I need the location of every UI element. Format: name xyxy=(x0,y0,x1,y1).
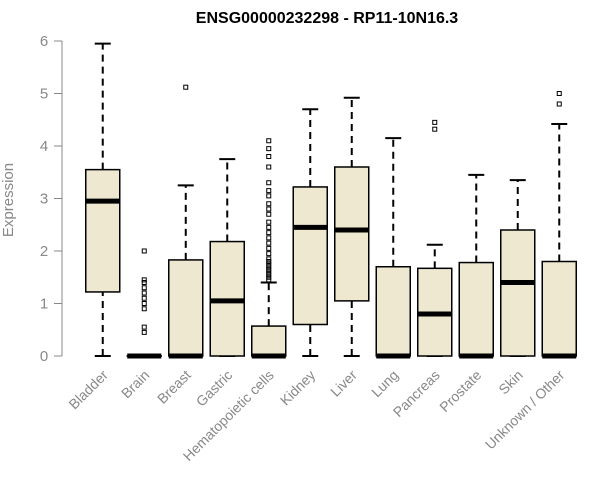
boxes-group xyxy=(85,42,577,359)
outlier-point xyxy=(266,274,272,280)
y-tick-label: 6 xyxy=(40,33,48,50)
x-tick-label: Unknown / Other xyxy=(482,367,568,453)
outlier-point xyxy=(266,251,272,257)
box-liver xyxy=(334,96,370,357)
box-breast xyxy=(168,84,204,359)
box-lung xyxy=(375,137,411,359)
x-tick-label: Breast xyxy=(154,367,194,407)
outlier-point xyxy=(266,206,272,212)
x-tick-label: Liver xyxy=(327,367,360,400)
box-iqr xyxy=(292,186,328,326)
outlier-point xyxy=(266,188,272,194)
outlier-point xyxy=(266,211,272,217)
outlier-point xyxy=(266,240,272,246)
outlier-point xyxy=(141,290,147,296)
outlier-point xyxy=(266,219,272,225)
outlier-point xyxy=(141,277,147,283)
outlier-point xyxy=(266,266,272,272)
outlier-point xyxy=(266,146,272,152)
outlier-point xyxy=(266,138,272,144)
box-iqr xyxy=(334,166,370,302)
chart-title: ENSG00000232298 - RP11-10N16.3 xyxy=(196,10,459,27)
x-tick-label: Prostate xyxy=(436,367,484,415)
outlier-point xyxy=(183,84,189,90)
outlier-point xyxy=(266,164,272,170)
y-tick-label: 2 xyxy=(40,243,48,260)
box-iqr xyxy=(375,266,411,357)
box-iqr xyxy=(251,325,287,357)
outlier-point xyxy=(141,285,147,291)
outlier-point xyxy=(266,230,272,236)
outlier-point xyxy=(141,248,147,254)
y-axis-label: Expression xyxy=(0,163,17,237)
x-tick-label: Bladder xyxy=(65,367,111,413)
outlier-point xyxy=(141,324,147,330)
outlier-point xyxy=(266,259,272,264)
box-kidney xyxy=(292,108,328,357)
box-pancreas xyxy=(417,119,453,357)
outlier-point xyxy=(266,277,272,283)
box-iqr xyxy=(541,260,577,357)
y-tick-label: 0 xyxy=(40,348,48,365)
box-iqr xyxy=(85,168,121,293)
x-tick-label: Skin xyxy=(495,367,526,398)
outlier-point xyxy=(266,154,272,159)
outlier-point xyxy=(432,119,438,125)
box-skin xyxy=(500,179,536,357)
outlier-point xyxy=(556,101,562,107)
y-tick-label: 5 xyxy=(40,86,48,103)
box-unknown-other xyxy=(541,91,577,359)
outlier-point xyxy=(266,193,272,199)
outlier-point xyxy=(141,295,147,301)
outlier-point xyxy=(266,180,272,186)
outlier-point xyxy=(141,280,147,285)
outlier-point xyxy=(432,126,438,132)
y-tick-label: 1 xyxy=(40,296,48,313)
outlier-point xyxy=(266,272,272,278)
box-hematopoietic-cells xyxy=(251,138,287,359)
outlier-point xyxy=(266,264,272,270)
outlier-point xyxy=(266,245,272,251)
y-tick-label: 4 xyxy=(40,138,48,155)
x-tick-label: Kidney xyxy=(277,367,319,409)
outlier-point xyxy=(266,269,272,275)
outlier-point xyxy=(556,91,562,96)
box-bladder xyxy=(85,42,121,357)
box-brain xyxy=(126,248,162,359)
outlier-point xyxy=(266,261,272,267)
x-tick-label: Brain xyxy=(118,367,152,401)
outlier-point xyxy=(141,301,147,306)
outlier-point xyxy=(266,256,272,262)
box-iqr xyxy=(500,229,536,357)
box-gastric xyxy=(209,158,245,357)
outlier-point xyxy=(141,306,147,312)
y-tick-label: 3 xyxy=(40,191,48,208)
outlier-point xyxy=(141,329,147,335)
box-prostate xyxy=(458,173,494,359)
x-tick-label: Lung xyxy=(368,367,401,400)
outlier-point xyxy=(266,224,272,230)
box-iqr xyxy=(458,261,494,357)
outlier-point xyxy=(266,235,272,241)
box-iqr xyxy=(168,259,204,357)
outlier-point xyxy=(266,201,272,207)
y-axis: 0 1 2 3 4 5 6 xyxy=(40,33,63,365)
